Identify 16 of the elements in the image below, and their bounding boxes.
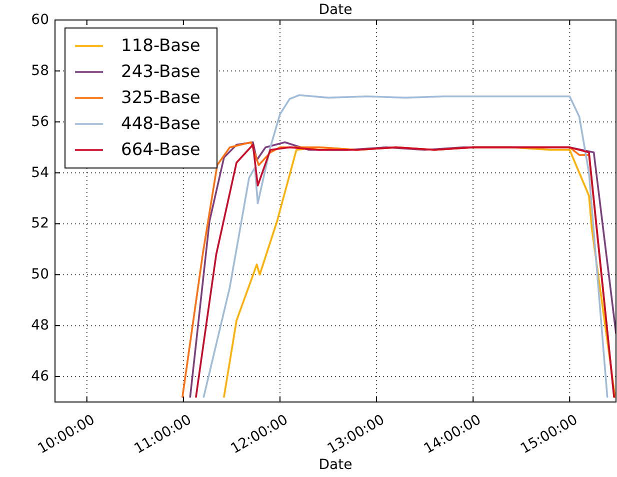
y-tick-label: 54 [31, 164, 50, 181]
y-tick-label: 50 [31, 266, 49, 283]
y-tick-label: 52 [31, 216, 49, 232]
line-series [202, 94, 608, 398]
legend-label: 448-Base [121, 114, 200, 134]
y-tick-label: 60 [31, 12, 49, 28]
y-tick-label: 48 [31, 318, 49, 334]
y-tick-label: 46 [31, 368, 50, 385]
legend-label: 664-Base [121, 140, 200, 160]
x-axis-title: Date [318, 457, 352, 473]
legend-label: 118-Base [121, 36, 200, 56]
legend-label: 325-Base [121, 88, 200, 108]
legend-label: 243-Base [121, 62, 200, 82]
chart-title: Date [318, 2, 352, 18]
y-tick-label: 58 [31, 62, 49, 79]
y-tick-label: 56 [31, 114, 50, 130]
